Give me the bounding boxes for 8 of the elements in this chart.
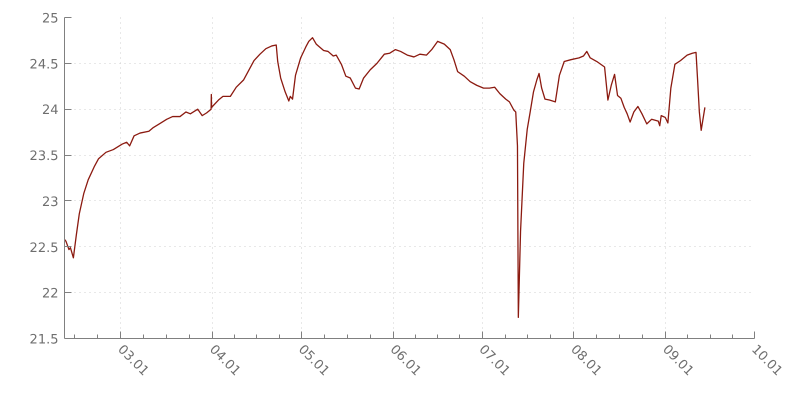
y-tick-label: 22.5 — [30, 240, 59, 256]
y-tick-label: 21.5 — [30, 332, 59, 348]
y-tick-label: 23 — [42, 194, 59, 210]
y-tick-label: 24.5 — [30, 57, 59, 72]
y-tick-label: 23.5 — [30, 149, 59, 164]
y-tick-label: 25 — [42, 12, 59, 26]
y-tick-label: 24 — [42, 103, 59, 118]
y-tick-label: 22 — [42, 286, 59, 302]
